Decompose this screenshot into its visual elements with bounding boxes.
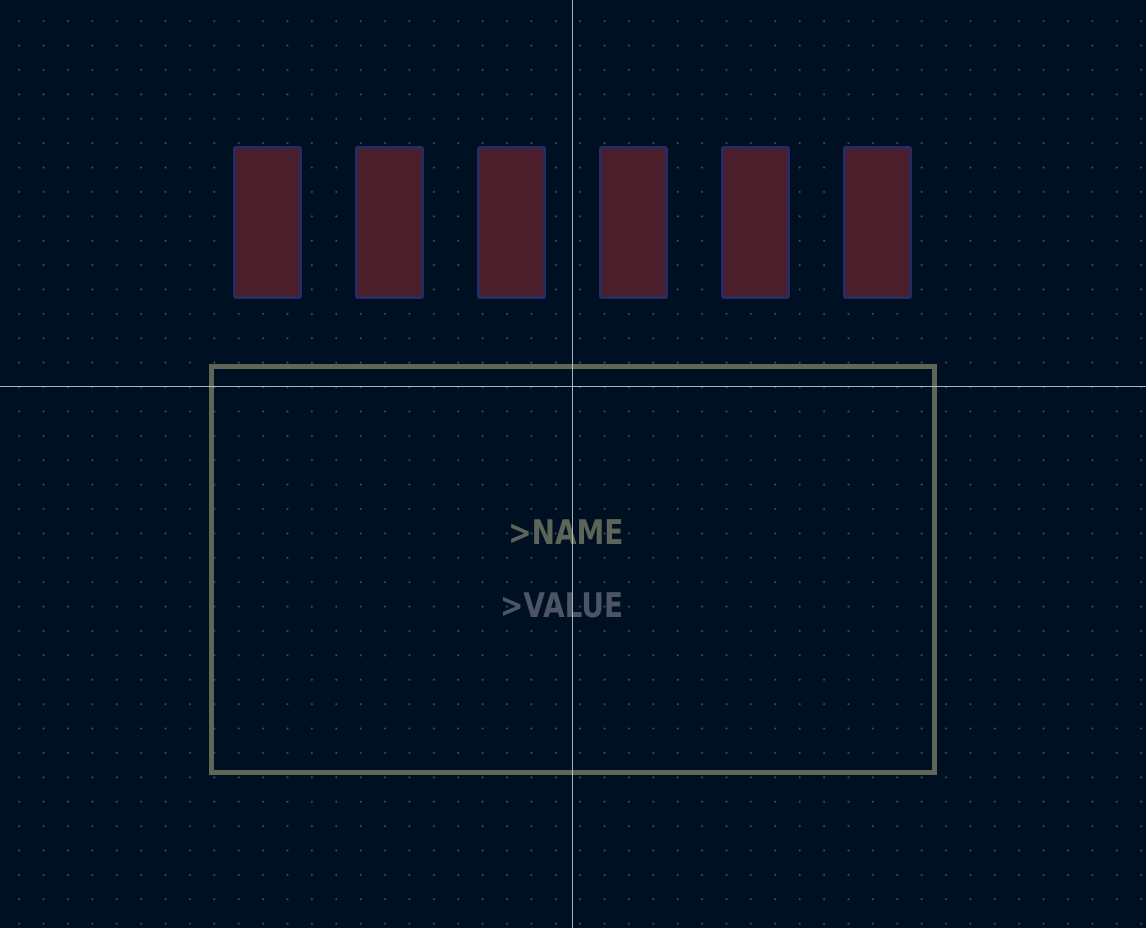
reference-designator-text[interactable]: >NAME (507, 513, 623, 553)
value-text[interactable]: >VALUE (499, 586, 623, 626)
smd-pad-1[interactable] (233, 146, 302, 299)
smd-pad-3[interactable] (477, 146, 546, 299)
smd-pad-4[interactable] (599, 146, 668, 299)
smd-pad-5[interactable] (721, 146, 790, 299)
cursor-crosshair-vertical (572, 0, 573, 928)
cursor-crosshair-horizontal (0, 386, 1146, 387)
silkscreen-outline[interactable] (209, 364, 937, 775)
smd-pad-6[interactable] (843, 146, 912, 299)
smd-pad-2[interactable] (355, 146, 424, 299)
